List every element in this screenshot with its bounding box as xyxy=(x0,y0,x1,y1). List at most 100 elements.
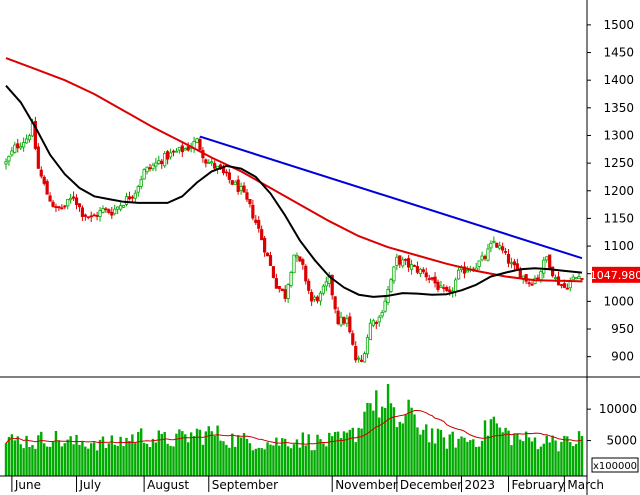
candle-body xyxy=(330,274,334,296)
candle-body xyxy=(395,256,399,266)
candle-body xyxy=(318,292,323,302)
candle-body xyxy=(22,142,26,148)
volume-bar xyxy=(342,431,346,476)
volume-bar xyxy=(542,443,545,476)
candle-body xyxy=(119,205,123,210)
volume-bar xyxy=(395,427,399,476)
volume-bar xyxy=(504,427,507,476)
volume-bar xyxy=(524,431,528,476)
volume-bar xyxy=(43,443,46,476)
candle-body xyxy=(357,357,361,360)
volume-bar xyxy=(427,442,431,476)
candle-body xyxy=(324,281,328,287)
candle-body xyxy=(148,167,152,170)
candle-body xyxy=(195,138,199,144)
volume-bar xyxy=(560,441,563,476)
candle-body xyxy=(407,258,411,268)
volume-bar xyxy=(98,439,102,476)
candle-body xyxy=(236,179,240,192)
candle-body xyxy=(462,266,467,274)
candle-body xyxy=(518,269,522,279)
candle-body xyxy=(116,206,120,210)
candle-body xyxy=(530,283,534,286)
candle-body xyxy=(286,284,290,299)
candle-body xyxy=(295,255,299,258)
candle-body xyxy=(398,255,402,265)
volume-bar xyxy=(574,443,578,476)
candle-body xyxy=(342,317,346,324)
month-label: November xyxy=(335,478,397,492)
price-tick-label: 1500 xyxy=(603,18,634,32)
volume-tick-label: 10000 xyxy=(599,402,637,416)
volume-bar xyxy=(566,436,569,476)
volume-bar xyxy=(563,435,566,476)
volume-bar xyxy=(460,436,463,476)
volume-bar xyxy=(81,441,84,476)
candle-body xyxy=(489,242,493,249)
candle-body xyxy=(63,205,67,208)
volume-bar xyxy=(236,435,240,476)
moving-average-long xyxy=(5,57,583,283)
volume-bar xyxy=(445,448,449,476)
volume-bar xyxy=(533,437,537,476)
volume-bar xyxy=(495,423,498,476)
candle-body xyxy=(77,203,82,208)
candle-body xyxy=(506,253,511,264)
candle-body xyxy=(48,195,52,202)
volume-bar xyxy=(539,446,543,476)
volume-bar xyxy=(307,434,310,476)
candle-body xyxy=(527,282,531,285)
candle-body xyxy=(242,185,246,193)
candle-body xyxy=(304,265,308,282)
volume-bar xyxy=(419,434,422,476)
volume-bar xyxy=(392,407,396,476)
candle-body xyxy=(86,216,90,219)
volume-bar xyxy=(57,440,61,476)
volume-bar xyxy=(389,403,393,476)
candle-body xyxy=(512,261,517,266)
candle-body xyxy=(207,162,211,164)
candle-body xyxy=(19,145,23,149)
volume-bar xyxy=(242,432,246,476)
candle-body xyxy=(371,320,375,326)
candle-body xyxy=(380,312,384,317)
candle-body xyxy=(71,196,76,199)
volume-bar xyxy=(116,445,119,476)
month-label: February xyxy=(512,478,565,492)
volume-bar xyxy=(345,432,349,476)
volume-bar xyxy=(60,446,64,476)
volume-bar xyxy=(475,446,478,476)
volume-bar xyxy=(245,438,249,476)
candle-body xyxy=(365,337,370,355)
volume-bar xyxy=(557,451,560,476)
candle-body xyxy=(24,138,29,144)
volume-bar xyxy=(319,439,322,476)
candle-body xyxy=(477,260,481,267)
candle-body xyxy=(7,155,11,162)
candle-body xyxy=(257,220,261,229)
candle-body xyxy=(542,259,546,274)
candle-body xyxy=(577,276,581,280)
candle-body xyxy=(427,278,431,280)
candle-body xyxy=(354,346,358,361)
month-label: 2023 xyxy=(465,478,496,492)
volume-bar xyxy=(63,443,66,476)
candle-body xyxy=(548,254,552,270)
volume-bar xyxy=(254,448,257,476)
candle-body xyxy=(486,248,490,261)
price-tick-label: 1400 xyxy=(603,73,634,87)
price-tick-label: 950 xyxy=(611,322,634,336)
volume-bar xyxy=(213,435,216,476)
month-label: December xyxy=(400,478,462,492)
volume-bar xyxy=(480,440,484,476)
volume-bar xyxy=(398,421,401,476)
volume-bar xyxy=(436,428,440,476)
volume-bar xyxy=(472,439,475,476)
candle-body xyxy=(74,197,79,205)
candle-body xyxy=(418,268,422,274)
volume-bar xyxy=(369,403,372,476)
volume-bar xyxy=(331,436,334,476)
candle-body xyxy=(456,269,461,280)
candle-body xyxy=(151,164,155,170)
candle-body xyxy=(145,166,149,173)
